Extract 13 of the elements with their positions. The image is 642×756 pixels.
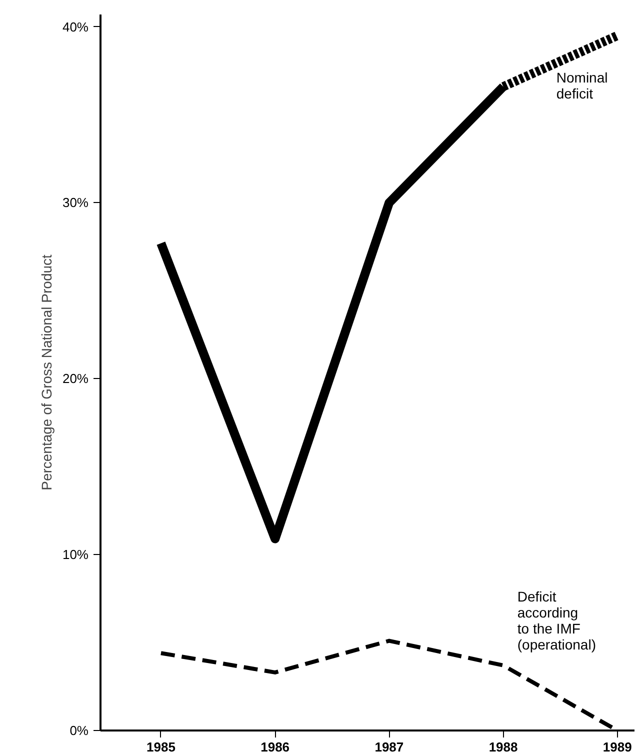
x-tick-label: 1985 bbox=[146, 740, 176, 754]
y-tick-label: 20% bbox=[62, 371, 89, 386]
y-tick-label: 0% bbox=[70, 723, 89, 738]
y-axis-title: Percentage of Gross National Product bbox=[38, 254, 54, 490]
y-tick-label: 10% bbox=[62, 547, 89, 562]
series-label: Nominal deficit bbox=[556, 70, 608, 102]
y-tick-label: 30% bbox=[62, 195, 89, 210]
series-label: Deficit according to the IMF (operational) bbox=[517, 588, 596, 652]
x-tick-label: 1989 bbox=[602, 740, 632, 754]
x-tick-label: 1986 bbox=[260, 740, 290, 754]
x-tick-label: 1988 bbox=[488, 740, 518, 754]
x-tick-label: 1987 bbox=[374, 740, 404, 754]
y-tick-label: 40% bbox=[62, 19, 89, 34]
